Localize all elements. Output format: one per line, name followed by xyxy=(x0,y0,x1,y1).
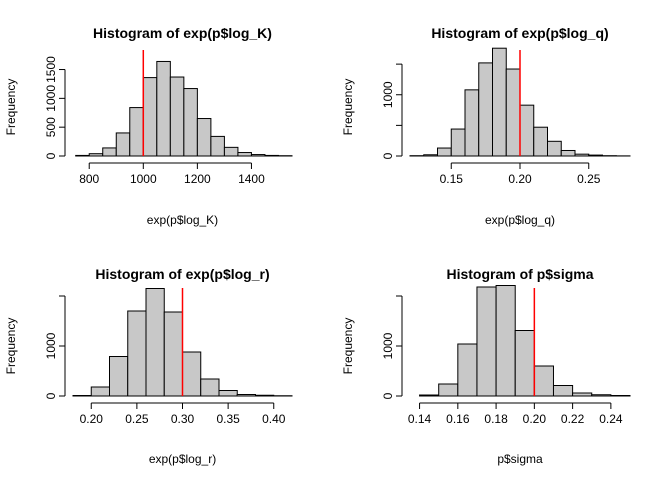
x-axis-label: exp(p$log_K) xyxy=(147,213,218,227)
histogram-bar xyxy=(157,61,171,156)
histogram-bar xyxy=(548,141,562,156)
y-tick-label: 1000 xyxy=(381,332,395,359)
histogram-bar xyxy=(465,90,479,156)
x-tick-label: 0.25 xyxy=(577,172,601,186)
histogram-panel-4: 0.14 0.16 0.18 0.20 0.22 0.24 0 1000 Histogram o… xyxy=(341,266,630,466)
histogram-bar xyxy=(251,155,265,156)
histogram-bar xyxy=(183,352,201,396)
y-tick-label: 1000 xyxy=(44,332,58,359)
histogram-bar xyxy=(438,148,452,156)
histogram-bar xyxy=(611,396,630,397)
histogram-bar xyxy=(89,154,103,156)
histogram-bar xyxy=(237,395,255,397)
y-tick-label: 0 xyxy=(44,152,58,159)
histogram-bar xyxy=(128,311,146,396)
y-tick-label: 1000 xyxy=(381,81,395,108)
histogram-bar xyxy=(219,391,237,397)
histogram-bar xyxy=(561,150,575,156)
chart-title: Histogram of exp(p$log_K) xyxy=(93,25,272,41)
x-tick-label: 800 xyxy=(79,172,99,186)
y-axis-label: Frequency xyxy=(341,318,355,375)
x-axis-label: p$sigma xyxy=(497,452,543,466)
histogram-bar xyxy=(592,395,611,396)
x-axis-label: exp(p$log_r) xyxy=(149,452,216,466)
histogram-bar xyxy=(146,289,164,397)
histogram-bar xyxy=(238,153,252,156)
x-tick-label: 0.14 xyxy=(408,412,432,426)
histogram-bar xyxy=(201,379,219,396)
histogram-bar xyxy=(493,48,507,156)
histogram-bar xyxy=(515,331,534,397)
histogram-bar xyxy=(197,119,211,156)
histogram-bar xyxy=(103,148,117,156)
x-tick-label: 0.20 xyxy=(508,172,532,186)
histogram-bar xyxy=(91,387,109,396)
histogram-bar xyxy=(439,384,458,396)
histogram-bar xyxy=(110,357,128,397)
x-tick-label: 0.40 xyxy=(262,412,286,426)
histogram-bar xyxy=(130,108,144,156)
y-tick-label: 0 xyxy=(381,392,395,399)
x-tick-label: 0.16 xyxy=(446,412,470,426)
histogram-bar xyxy=(420,395,439,396)
histogram-bar xyxy=(479,63,493,156)
x-tick-label: 0.18 xyxy=(484,412,508,426)
x-tick-label: 0.15 xyxy=(440,172,464,186)
chart-title: Histogram of exp(p$log_q) xyxy=(431,25,608,41)
y-axis-label: Frequency xyxy=(4,79,18,136)
histogram-bar xyxy=(573,393,592,396)
y-tick-label: 0 xyxy=(44,392,58,399)
histogram-bar xyxy=(496,286,515,397)
x-tick-label: 0.24 xyxy=(599,412,623,426)
x-tick-label: 0.25 xyxy=(125,412,149,426)
histogram-bar xyxy=(184,89,198,156)
x-tick-label: 0.30 xyxy=(171,412,195,426)
histogram-bar xyxy=(116,133,130,156)
histogram-bar xyxy=(477,287,496,396)
y-tick-label: 500 xyxy=(44,117,58,137)
x-axis-label: exp(p$log_q) xyxy=(485,213,555,227)
y-tick-label: 1000 xyxy=(44,85,58,112)
x-tick-label: 0.35 xyxy=(216,412,240,426)
x-tick-label: 0.20 xyxy=(523,412,547,426)
histogram-bar xyxy=(589,155,603,156)
y-axis-label: Frequency xyxy=(341,79,355,136)
x-tick-label: 1400 xyxy=(238,172,265,186)
histogram-bar xyxy=(76,155,90,156)
histogram-bar xyxy=(534,127,548,156)
x-tick-label: 1200 xyxy=(184,172,211,186)
y-axis-label: Frequency xyxy=(4,318,18,375)
x-tick-label: 1000 xyxy=(130,172,157,186)
chart-title: Histogram of p$sigma xyxy=(446,266,593,282)
histogram-bar xyxy=(143,78,157,156)
chart-title: Histogram of exp(p$log_r) xyxy=(95,266,269,282)
histogram-bar xyxy=(224,147,238,156)
histogram-bar xyxy=(164,312,182,396)
histogram-bar xyxy=(424,155,438,156)
histogram-bar xyxy=(506,69,520,156)
histogram-bar xyxy=(451,129,465,156)
x-tick-label: 0.22 xyxy=(561,412,585,426)
histogram-bar xyxy=(575,154,589,156)
histogram-panel-2: 0.15 0.20 0.25 0 1000 Histogram of exp(p$log_… xyxy=(341,25,630,227)
histogram-bar xyxy=(520,105,534,156)
histogram-bar xyxy=(211,136,225,156)
histogram-bar xyxy=(553,386,572,397)
histogram-bar xyxy=(170,77,184,156)
histogram-bar xyxy=(73,396,91,397)
y-tick-label: 0 xyxy=(381,152,395,159)
x-tick-label: 0.20 xyxy=(80,412,104,426)
histogram-bar xyxy=(458,344,477,396)
histogram-bar xyxy=(534,366,553,396)
y-tick-label: 1500 xyxy=(44,56,58,83)
histogram-panel-3: 0.20 0.25 0.30 0.35 0.40 0 1000 Histogram of ex… xyxy=(4,266,292,466)
histogram-bar xyxy=(256,395,274,396)
histogram-panel-1: 800 1000 1200 1400 0 500 1000 1500 Histogram of … xyxy=(4,25,292,227)
histogram-bar xyxy=(265,155,279,156)
